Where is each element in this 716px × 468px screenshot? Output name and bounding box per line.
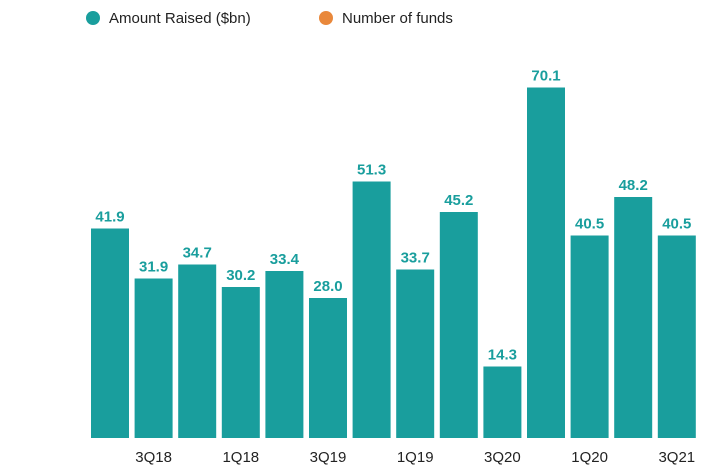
bar [657, 235, 696, 438]
bar [527, 87, 565, 438]
legend-label: Number of funds [342, 10, 453, 27]
value-label: 14.3 [488, 346, 517, 363]
value-label: 33.4 [270, 251, 300, 268]
x-tick-label: 1Q20 [571, 449, 608, 466]
x-tick-label: 3Q20 [484, 449, 521, 466]
value-label: 40.5 [662, 215, 691, 232]
value-label: 41.9 [95, 208, 124, 225]
legend-label: Amount Raised ($bn) [109, 10, 251, 27]
legend-marker [86, 11, 100, 25]
bar [439, 212, 478, 438]
value-label: 48.2 [619, 177, 648, 194]
value-label: 33.7 [401, 249, 430, 266]
value-label: 40.5 [575, 215, 604, 232]
x-tick-label: 3Q21 [658, 449, 695, 466]
bar [91, 228, 129, 438]
bar [396, 269, 435, 438]
bar [309, 298, 347, 438]
value-label: 34.7 [183, 244, 212, 261]
x-tick-label: 3Q19 [310, 449, 347, 466]
value-label: 30.2 [226, 267, 255, 284]
bar [483, 366, 522, 438]
bar [134, 278, 173, 438]
bar [221, 287, 260, 438]
value-label: 51.3 [357, 161, 386, 178]
value-label: 45.2 [444, 192, 473, 209]
bar [178, 264, 217, 438]
x-tick-label: 1Q18 [222, 449, 259, 466]
value-label: 28.0 [313, 278, 342, 295]
x-tick-label: 3Q18 [135, 449, 172, 466]
bar [614, 197, 653, 438]
x-tick-label: 1Q19 [397, 449, 434, 466]
value-label: 70.1 [531, 67, 560, 84]
legend-marker [319, 11, 333, 25]
bar [352, 181, 391, 438]
bar [570, 235, 609, 438]
value-label: 31.9 [139, 258, 168, 275]
bar [265, 271, 304, 438]
